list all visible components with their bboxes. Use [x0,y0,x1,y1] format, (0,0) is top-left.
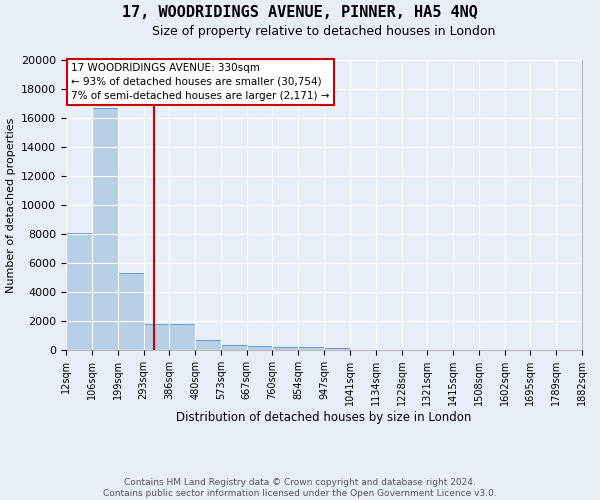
Text: 17 WOODRIDINGS AVENUE: 330sqm
← 93% of detached houses are smaller (30,754)
7% o: 17 WOODRIDINGS AVENUE: 330sqm ← 93% of d… [71,63,329,101]
Bar [272,347,298,350]
Bar [247,346,272,350]
Bar [118,273,143,350]
Y-axis label: Number of detached properties: Number of detached properties [5,118,16,292]
Text: 17, WOODRIDINGS AVENUE, PINNER, HA5 4NQ: 17, WOODRIDINGS AVENUE, PINNER, HA5 4NQ [122,5,478,20]
Bar [298,347,324,350]
Bar [195,340,221,350]
Bar [221,345,247,350]
Bar [169,324,195,350]
Bar [66,232,92,350]
Bar [92,108,118,350]
X-axis label: Distribution of detached houses by size in London: Distribution of detached houses by size … [176,411,472,424]
Text: Contains HM Land Registry data © Crown copyright and database right 2024.
Contai: Contains HM Land Registry data © Crown c… [103,478,497,498]
Title: Size of property relative to detached houses in London: Size of property relative to detached ho… [152,25,496,38]
Bar [143,324,169,350]
Bar [324,348,350,350]
